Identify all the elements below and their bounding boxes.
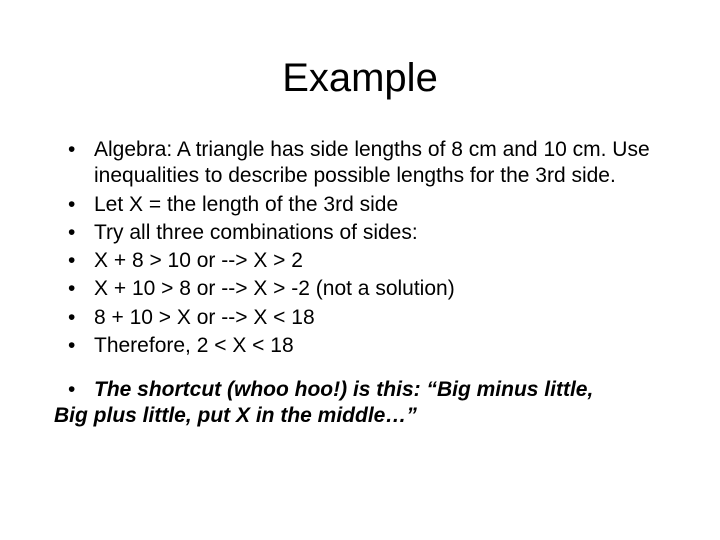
bullet-list: Algebra: A triangle has side lengths of … — [68, 137, 670, 359]
list-item: 8 + 10 > X or --> X < 18 — [68, 305, 670, 331]
list-item: X + 8 > 10 or --> X > 2 — [68, 248, 670, 274]
list-item: X + 10 > 8 or --> X > -2 (not a solution… — [68, 276, 670, 302]
footer-line-1: The shortcut (whoo hoo!) is this: “Big m… — [54, 377, 670, 403]
slide: Example Algebra: A triangle has side len… — [0, 0, 720, 540]
list-item: Try all three combinations of sides: — [68, 220, 670, 246]
list-item: Let X = the length of the 3rd side — [68, 192, 670, 218]
list-item: Therefore, 2 < X < 18 — [68, 333, 670, 359]
footer-block: The shortcut (whoo hoo!) is this: “Big m… — [54, 377, 670, 430]
footer-line-2: Big plus little, put X in the middle…” — [54, 403, 670, 429]
slide-title: Example — [50, 56, 670, 101]
list-item: Algebra: A triangle has side lengths of … — [68, 137, 670, 190]
